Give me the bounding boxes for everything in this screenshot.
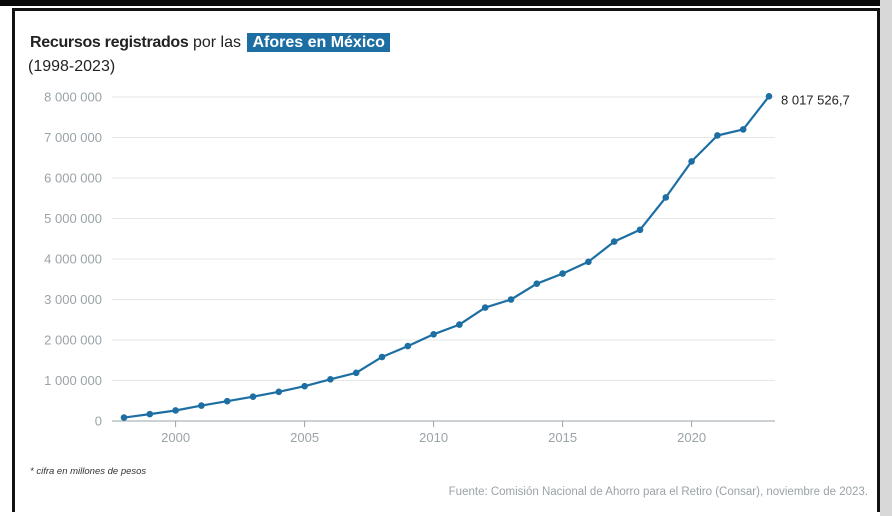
data-point [688, 158, 695, 165]
data-point [714, 132, 721, 139]
footnote: * cifra en millones de pesos [30, 466, 147, 477]
y-tick-label: 6 000 000 [44, 171, 102, 186]
y-tick-label: 3 000 000 [44, 292, 102, 307]
annotation-layer: 8 017 526,7 [781, 92, 850, 107]
y-tick-label: 0 [95, 414, 102, 429]
data-point [585, 258, 592, 266]
series-layer [120, 92, 773, 421]
x-tick-label: 2015 [548, 430, 577, 445]
data-point [120, 414, 128, 421]
data-point [327, 375, 334, 383]
data-point [430, 331, 437, 338]
x-tick-label: 2020 [677, 430, 706, 445]
data-point [301, 382, 308, 390]
x-tick-label: 2010 [419, 430, 448, 445]
data-point [378, 353, 386, 361]
data-point [739, 126, 747, 133]
series-line [123, 95, 770, 419]
chart-title: Recursos registrados por las Afores en M… [30, 33, 390, 52]
y-tick-label: 2 000 000 [44, 333, 102, 348]
data-point [456, 321, 463, 328]
data-point [636, 226, 644, 234]
grid-layer [112, 96, 775, 381]
top-border [0, 0, 892, 6]
y-tick-label: 4 000 000 [44, 252, 102, 267]
data-point [481, 304, 489, 311]
data-point [662, 194, 670, 201]
x-tick-label: 2000 [161, 430, 190, 445]
data-point [404, 342, 412, 350]
x-tick-label: 2005 [290, 430, 319, 445]
end-value-label: 8 017 526,7 [781, 92, 850, 107]
data-point [223, 397, 231, 405]
y-tick-label: 1 000 000 [44, 373, 102, 388]
data-point [198, 402, 205, 409]
data-point [559, 270, 566, 277]
y-tick-label: 7 000 000 [44, 130, 102, 145]
title-bold-part: Recursos registrados [30, 34, 189, 51]
data-point [249, 393, 257, 401]
data-point [352, 369, 360, 377]
data-point [172, 407, 179, 414]
y-tick-label: 8 000 000 [44, 90, 102, 105]
data-point [765, 92, 773, 100]
data-point [146, 410, 154, 418]
y-tick-label: 5 000 000 [44, 211, 102, 226]
title-normal-part: por las [192, 34, 241, 51]
data-point [533, 280, 541, 288]
data-point [275, 388, 283, 396]
data-point [507, 296, 515, 303]
chart-subtitle: (1998-2023) [28, 58, 116, 75]
axis-layer: 0 1 000 000 2 000 000 3 000 000 4 000 000 5 0… [44, 90, 775, 445]
chart-frame [12, 8, 880, 512]
right-edge [880, 0, 892, 516]
data-point [610, 238, 618, 245]
source-note: Fuente: Comisión Nacional de Ahorro para… [448, 486, 868, 498]
title-highlight-part: Afores en México [247, 33, 390, 52]
